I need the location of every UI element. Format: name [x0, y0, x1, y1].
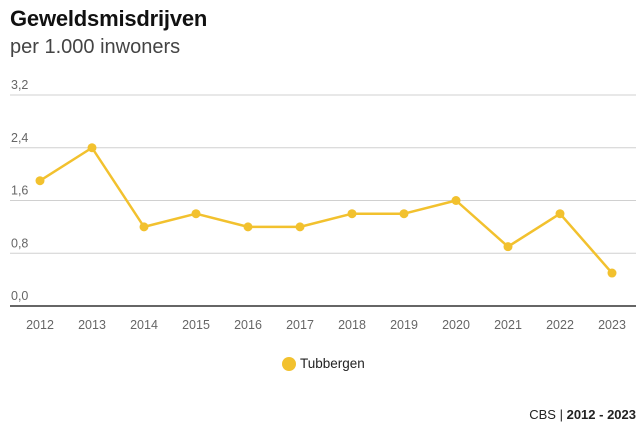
data-point[interactable] — [139, 222, 149, 232]
chart-title: Geweldsmisdrijven — [10, 6, 208, 31]
y-tick-label: 2,4 — [11, 131, 28, 145]
data-point[interactable] — [347, 209, 357, 219]
x-tick-label: 2015 — [182, 318, 210, 332]
y-tick-label: 3,2 — [11, 78, 28, 92]
x-tick-label: 2013 — [78, 318, 106, 332]
gridlines — [10, 94, 636, 307]
source-note: CBS | 2012 - 2023 — [529, 407, 636, 422]
x-axis-labels: 2012 2013 2014 2015 2016 2017 2018 2019 2020 2021… — [26, 318, 626, 332]
y-tick-label: 0,8 — [11, 236, 28, 250]
x-tick-label: 2019 — [390, 318, 418, 332]
legend-label-tubbergen: Tubbergen — [300, 356, 365, 371]
x-tick-label: 2016 — [234, 318, 262, 332]
y-axis-labels: 0,0 0,8 1,6 2,4 3,2 — [11, 78, 28, 303]
data-point[interactable] — [555, 209, 565, 219]
data-point[interactable] — [399, 209, 409, 219]
x-tick-label: 2022 — [546, 318, 574, 332]
series-line — [39, 146, 613, 274]
data-point[interactable] — [243, 222, 253, 232]
x-tick-label: 2023 — [598, 318, 626, 332]
source-name: CBS — [529, 407, 556, 422]
x-tick-label: 2021 — [494, 318, 522, 332]
x-tick-label: 2012 — [26, 318, 54, 332]
legend[interactable]: Tubbergen — [282, 356, 365, 371]
series-tubbergen — [35, 143, 617, 278]
data-point[interactable] — [503, 242, 513, 252]
y-tick-label: 1,6 — [11, 184, 28, 198]
x-tick-label: 2020 — [442, 318, 470, 332]
data-point[interactable] — [295, 222, 305, 232]
data-point[interactable] — [607, 268, 617, 278]
legend-swatch-tubbergen — [282, 356, 296, 371]
data-point[interactable] — [191, 209, 201, 219]
chart-subtitle: per 1.000 inwoners — [10, 36, 181, 58]
data-point[interactable] — [87, 143, 97, 153]
data-point[interactable] — [35, 176, 45, 186]
x-tick-label: 2017 — [286, 318, 314, 332]
data-point[interactable] — [451, 196, 461, 205]
source-period: 2012 - 2023 — [566, 407, 636, 422]
x-tick-label: 2018 — [338, 318, 366, 332]
x-tick-label: 2014 — [130, 318, 158, 332]
source-separator: | — [559, 407, 563, 422]
y-tick-label: 0,0 — [11, 289, 28, 303]
